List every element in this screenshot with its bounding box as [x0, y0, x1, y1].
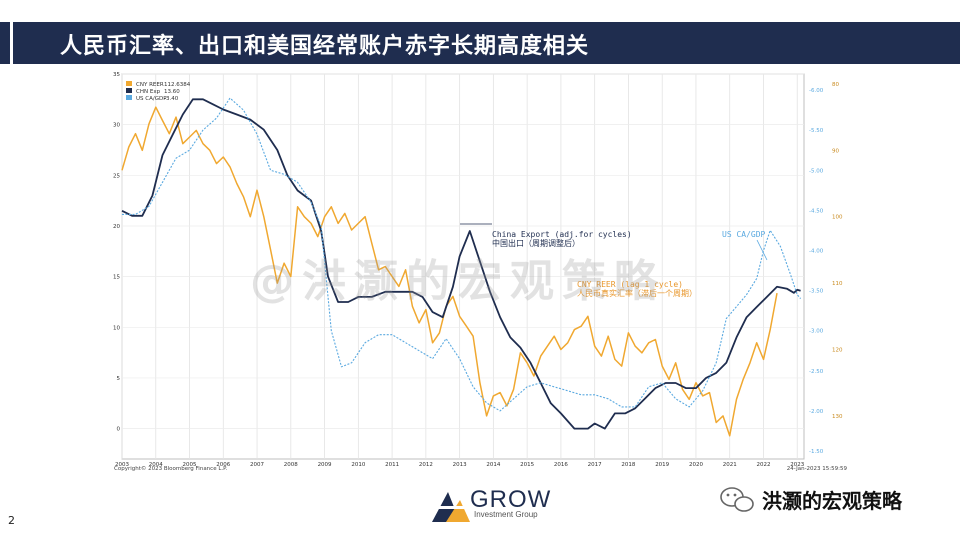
x-tick-label: 2009 — [318, 462, 332, 468]
grow-logo-icon — [432, 492, 470, 522]
right-tick-label-ca: -1.50 — [809, 449, 824, 455]
series-line-reer — [121, 106, 778, 437]
legend-swatch-reer — [126, 81, 132, 86]
chart-area: 0 5 10 15 20 25 30 35 -1.50 -2.00 -2.50 -3.00 -3.50… — [112, 72, 852, 477]
x-tick-label: 2019 — [655, 462, 669, 468]
annotation-reer-en: CNY REER (lag 1 cycle) — [577, 280, 683, 289]
x-tick-label: 2010 — [351, 462, 365, 468]
left-tick-label: 20 — [113, 224, 120, 230]
right-tick-label-reer: 80 — [832, 82, 839, 88]
grid-lines — [121, 73, 804, 459]
right-tick-label-ca: -2.50 — [809, 369, 824, 375]
right-tick-label-reer: 110 — [832, 281, 843, 287]
left-tick-label: 15 — [113, 275, 120, 281]
legend-value-ca: -3.40 — [164, 96, 179, 102]
timestamp-text: 24-Jan-2023 15:59:59 — [787, 466, 848, 472]
x-tick-label: 2014 — [486, 462, 500, 468]
plot-background — [112, 72, 852, 477]
right-tick-label-ca: -5.00 — [809, 168, 824, 174]
right-tick-label-reer: 130 — [832, 414, 843, 420]
x-tick-label: 2012 — [419, 462, 433, 468]
legend-swatch-ca — [126, 95, 132, 100]
right-tick-label-reer: 120 — [832, 347, 843, 353]
wechat-eye-right — [733, 493, 737, 497]
x-tick-label: 2005 — [183, 462, 197, 468]
wechat-eye-left — [726, 493, 730, 497]
left-tick-label: 30 — [113, 123, 120, 129]
x-tick-label: 2006 — [216, 462, 230, 468]
wechat-bubble-small — [734, 496, 754, 512]
right-tick-label-ca: -4.00 — [809, 248, 824, 254]
x-tick-label: 2022 — [756, 462, 770, 468]
left-tick-label: 0 — [117, 427, 121, 433]
right-axis-reer: 80 90 100 110 120 130 — [832, 82, 843, 420]
x-tick-label: 2020 — [689, 462, 703, 468]
left-tick-label: 35 — [113, 72, 120, 78]
logo-wordmark: GROW — [470, 486, 552, 513]
x-tick-label: 2018 — [621, 462, 635, 468]
right-tick-label-ca: -5.50 — [809, 128, 824, 134]
x-tick-label: 2013 — [453, 462, 467, 468]
x-tick-label: 2004 — [149, 462, 163, 468]
right-tick-label-ca: -3.50 — [809, 289, 824, 295]
left-tick-label: 5 — [117, 376, 121, 382]
x-tick-label: 2015 — [520, 462, 534, 468]
legend-label-exp: CHN Exp — [136, 89, 161, 95]
series-layer — [121, 97, 802, 437]
right-tick-label-ca: -2.00 — [809, 409, 824, 415]
x-tick-label: 2011 — [385, 462, 399, 468]
right-axis-ca: -1.50 -2.00 -2.50 -3.00 -3.50 -4.00 -4.50 -5.00… — [809, 88, 824, 455]
right-tick-label-ca: -4.50 — [809, 208, 824, 214]
x-axis: 2003 2004 2005 2006 2007 2008 2009 2010 2011 2012… — [115, 462, 805, 468]
logo-subtitle: Investment Group — [474, 510, 538, 519]
annotation-ca: US CA/GDP — [722, 230, 766, 239]
x-tick-label: 2003 — [115, 462, 129, 468]
x-tick-label: 2017 — [588, 462, 602, 468]
legend-swatch-exp — [126, 88, 132, 93]
slide-number: 2 — [8, 514, 15, 527]
series-line-exp — [121, 98, 801, 430]
series-line-ca — [122, 97, 802, 412]
left-tick-label: 25 — [113, 173, 120, 179]
legend-label-reer: CNY REER — [136, 82, 164, 88]
legend-value-exp: 13.60 — [164, 89, 180, 95]
line-chart: 0 5 10 15 20 25 30 35 -1.50 -2.00 -2.50 -3.00 -3.50… — [112, 72, 852, 477]
legend: CNY REER 112.6384 CHN Exp 13.60 US CA/GD… — [126, 81, 191, 102]
right-tick-label-ca: -3.00 — [809, 329, 824, 335]
left-axis: 0 5 10 15 20 25 30 35 — [113, 72, 121, 433]
annotation-exp-en: China Export (adj.for cycles) — [492, 230, 632, 239]
x-tick-label: 2008 — [284, 462, 298, 468]
left-tick-label: 10 — [113, 325, 120, 331]
annotation-reer-cn: 人民币真实汇率（滞后一个周期） — [577, 288, 697, 298]
x-tick-label: 2021 — [723, 462, 737, 468]
x-tick-label: 2023 — [790, 462, 804, 468]
logo-mark-accent — [446, 500, 470, 522]
right-tick-label-ca: -6.00 — [809, 88, 824, 94]
annotation-leader-ca — [756, 239, 768, 261]
x-tick-label: 2007 — [250, 462, 264, 468]
logo-mark-bar — [436, 506, 464, 509]
legend-label-ca: US CA/GDP — [136, 96, 167, 102]
annotation-exp-cn: 中国出口（周期调整后） — [492, 238, 580, 248]
copyright-text: Copyright© 2023 Bloomberg Finance L.P. — [114, 465, 228, 472]
wechat-icon — [720, 487, 754, 512]
title-accent — [0, 22, 13, 64]
wechat-account-name: 洪灏的宏观策略 — [762, 489, 902, 513]
slide-title: 人民币汇率、出口和美国经常账户赤字长期高度相关 — [60, 34, 590, 59]
right-tick-label-reer: 100 — [832, 215, 843, 221]
legend-value-reer: 112.6384 — [164, 82, 191, 88]
right-tick-label-reer: 90 — [832, 148, 839, 154]
title-bar: 人民币汇率、出口和美国经常账户赤字长期高度相关 — [0, 22, 960, 64]
x-tick-label: 2016 — [554, 462, 568, 468]
